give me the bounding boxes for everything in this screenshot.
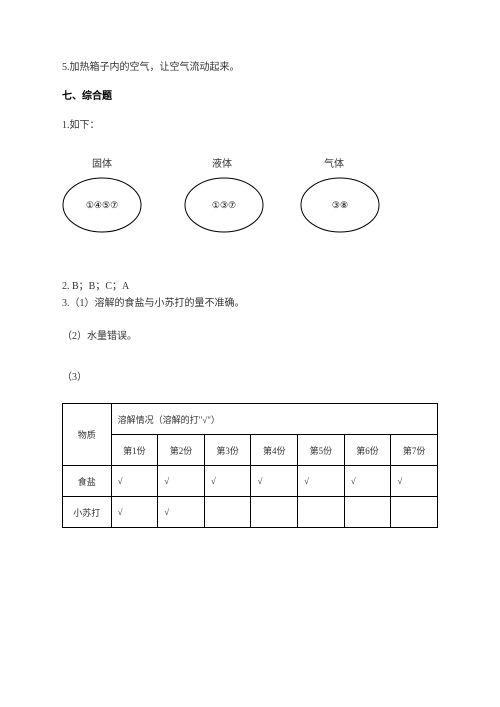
question-5: 5.加热箱子内的空气，让空气流动起来。 xyxy=(62,58,438,73)
question-2: 2. B；B；C；A xyxy=(62,277,438,292)
mark-cell: √ xyxy=(158,497,205,528)
ellipse-content: ①③⑦ xyxy=(212,200,236,210)
mark-cell: √ xyxy=(344,466,391,497)
ellipse-content: ③⑧ xyxy=(332,200,348,210)
table-header-row: 物质 溶解情况（溶解的打"√"） xyxy=(63,404,438,435)
substance-header: 物质 xyxy=(63,404,112,466)
mark-cell xyxy=(391,497,438,528)
state-label: 液体 xyxy=(212,155,232,170)
mark-cell: √ xyxy=(391,466,438,497)
state-label: 气体 xyxy=(324,155,344,170)
state-label: 固体 xyxy=(92,155,112,170)
table-row: 小苏打 √ √ xyxy=(63,497,438,528)
substance-name: 小苏打 xyxy=(63,497,112,528)
question-3-2: （2）水量错误。 xyxy=(62,327,438,342)
dissolution-table: 物质 溶解情况（溶解的打"√"） 第1份 第2份 第3份 第4份 第5份 第6份… xyxy=(62,403,438,528)
portion-header: 第3份 xyxy=(204,435,251,466)
question-1: 1.如下： xyxy=(62,116,438,131)
question-3-1: 3.（1）溶解的食盐与小苏打的量不准确。 xyxy=(62,294,438,309)
portion-header: 第7份 xyxy=(391,435,438,466)
question-3-3: （3） xyxy=(62,368,438,383)
mark-cell: √ xyxy=(251,466,298,497)
ellipse-content: ①④⑤⑦ xyxy=(86,200,118,210)
state-ellipse: ①④⑤⑦ xyxy=(62,177,142,233)
states-diagram: 固体 ①④⑤⑦ 液体 ①③⑦ 气体 ③⑧ xyxy=(62,155,438,265)
portion-header: 第1份 xyxy=(111,435,158,466)
mark-cell: √ xyxy=(111,497,158,528)
dissolve-header: 溶解情况（溶解的打"√"） xyxy=(111,404,437,435)
mark-cell xyxy=(344,497,391,528)
portion-header: 第6份 xyxy=(344,435,391,466)
mark-cell xyxy=(204,497,251,528)
portion-header: 第2份 xyxy=(158,435,205,466)
portion-header: 第4份 xyxy=(251,435,298,466)
substance-name: 食盐 xyxy=(63,466,112,497)
mark-cell xyxy=(251,497,298,528)
table-portion-row: 第1份 第2份 第3份 第4份 第5份 第6份 第7份 xyxy=(63,435,438,466)
mark-cell: √ xyxy=(298,466,345,497)
table-row: 食盐 √ √ √ √ √ √ √ xyxy=(63,466,438,497)
portion-header: 第5份 xyxy=(298,435,345,466)
state-ellipse: ①③⑦ xyxy=(184,177,264,233)
state-ellipse: ③⑧ xyxy=(300,177,380,233)
mark-cell: √ xyxy=(158,466,205,497)
section-title: 七、综合题 xyxy=(62,87,438,102)
mark-cell xyxy=(298,497,345,528)
mark-cell: √ xyxy=(204,466,251,497)
mark-cell: √ xyxy=(111,466,158,497)
